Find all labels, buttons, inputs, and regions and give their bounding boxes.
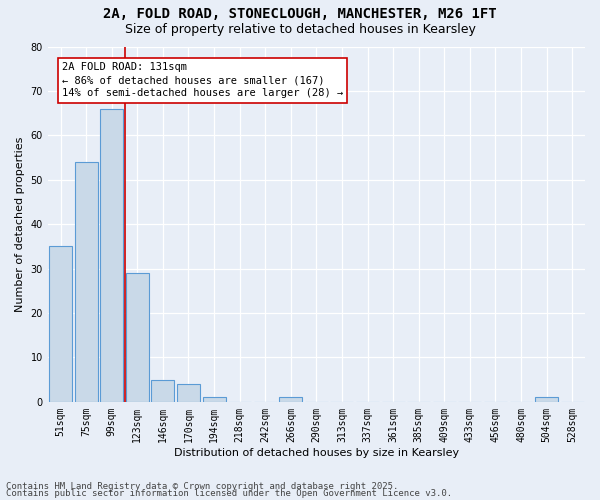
Bar [535,398,558,402]
Text: Contains public sector information licensed under the Open Government Licence v3: Contains public sector information licen… [6,489,452,498]
Bar [74,162,98,402]
Text: Contains HM Land Registry data © Crown copyright and database right 2025.: Contains HM Land Registry data © Crown c… [6,482,398,491]
Text: 2A FOLD ROAD: 131sqm
← 86% of detached houses are smaller (167)
14% of semi-deta: 2A FOLD ROAD: 131sqm ← 86% of detached h… [62,62,343,98]
Bar [100,108,123,402]
Y-axis label: Number of detached properties: Number of detached properties [15,136,25,312]
Bar [280,398,302,402]
Bar [151,380,175,402]
Bar [203,398,226,402]
Text: 2A, FOLD ROAD, STONECLOUGH, MANCHESTER, M26 1FT: 2A, FOLD ROAD, STONECLOUGH, MANCHESTER, … [103,8,497,22]
Text: Size of property relative to detached houses in Kearsley: Size of property relative to detached ho… [125,22,475,36]
X-axis label: Distribution of detached houses by size in Kearsley: Distribution of detached houses by size … [174,448,459,458]
Bar [126,273,149,402]
Bar [49,246,72,402]
Bar [177,384,200,402]
